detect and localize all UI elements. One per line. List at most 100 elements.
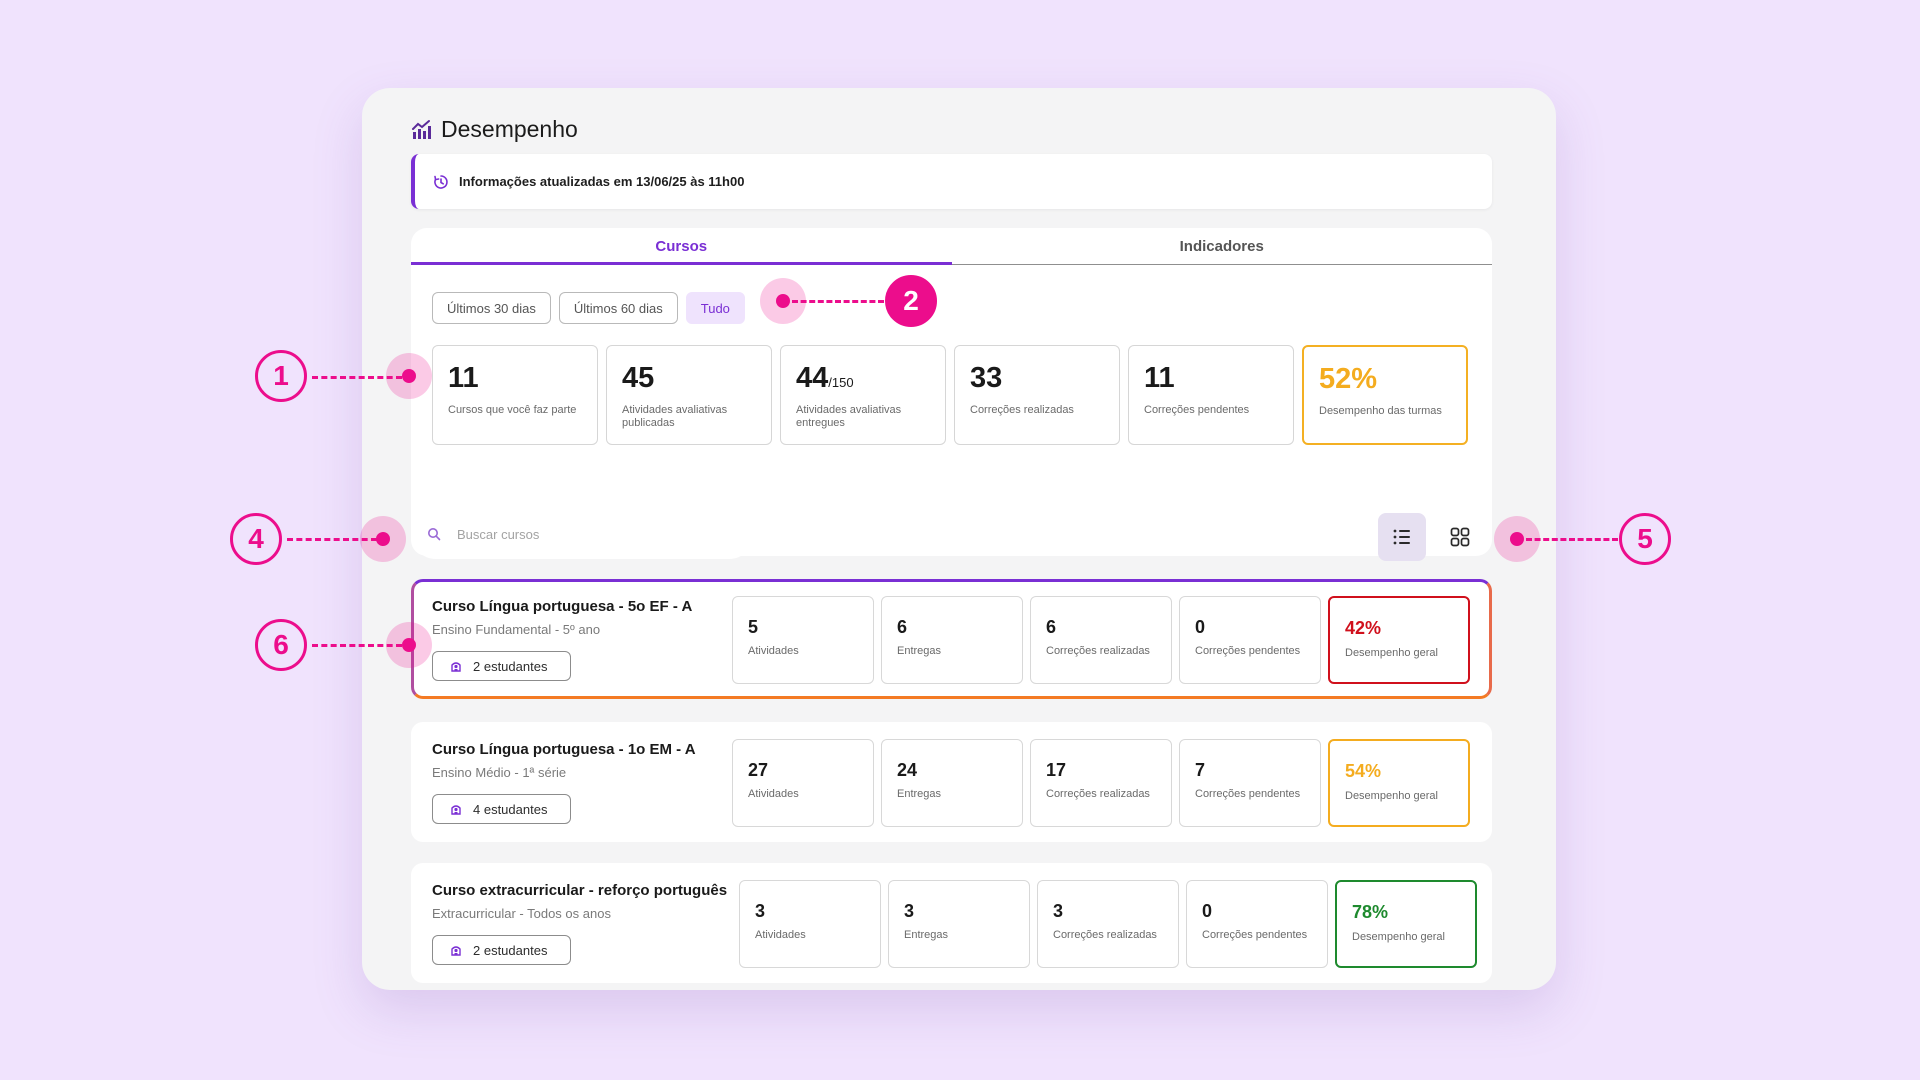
stat-value: 44/150 xyxy=(796,362,930,400)
metric-correcoes-realizadas: 17 Correções realizadas xyxy=(1030,739,1172,827)
metric-entregas: 3 Entregas xyxy=(888,880,1030,968)
metric-value: 6 xyxy=(897,617,908,637)
metric-value: 0 xyxy=(1195,617,1206,637)
metric-value: 24 xyxy=(897,760,918,780)
metric-desempenho: 78% Desempenho geral xyxy=(1335,880,1477,968)
metric-label: Desempenho geral xyxy=(1352,931,1445,943)
callout-2-dot xyxy=(776,294,790,308)
metric-desempenho: 54% Desempenho geral xyxy=(1328,739,1470,827)
callout-1-badge: 1 xyxy=(255,350,307,402)
stat-value: 33 xyxy=(970,362,1003,394)
search-input[interactable] xyxy=(457,526,727,542)
stat-corrections-pending: 11 Correções pendentes xyxy=(1128,345,1294,445)
stat-label: Correções pendentes xyxy=(1144,404,1250,416)
stat-label: Atividades avaliativas publicadas xyxy=(622,404,728,429)
search-icon xyxy=(428,528,441,541)
metric-value: 54% xyxy=(1345,761,1382,781)
chart-icon xyxy=(412,120,431,139)
metric-atividades: 5 Atividades xyxy=(732,596,874,684)
callout-5-badge: 5 xyxy=(1619,513,1671,565)
stat-published: 45 Atividades avaliativas publicadas xyxy=(606,345,772,445)
metric-entregas: 24 Entregas xyxy=(881,739,1023,827)
students-icon xyxy=(451,805,461,815)
stat-label: Cursos que você faz parte xyxy=(448,404,577,416)
course-metrics: 5 Atividades 6 Entregas 6 Correções real… xyxy=(732,596,1470,684)
course-info: Curso Língua portuguesa - 5o EF - A Ensi… xyxy=(432,597,692,681)
filter-60-days[interactable]: Últimos 60 dias xyxy=(558,292,678,324)
metric-label: Atividades xyxy=(755,929,806,941)
summary-stats: 11 Cursos que você faz parte 45 Atividad… xyxy=(432,345,1468,445)
callout-5-dot xyxy=(1510,532,1524,546)
stat-courses: 11 Cursos que você faz parte xyxy=(432,345,598,445)
course-name: Curso Língua portuguesa - 5o EF - A xyxy=(432,598,693,615)
metric-value: 42% xyxy=(1345,618,1382,638)
callout-5-line xyxy=(1526,538,1618,541)
metric-atividades: 27 Atividades xyxy=(732,739,874,827)
metric-value: 78% xyxy=(1352,902,1389,922)
metric-label: Correções pendentes xyxy=(1195,645,1301,657)
clock-refresh-icon xyxy=(434,174,448,189)
metric-label: Correções pendentes xyxy=(1195,788,1301,800)
metric-label: Correções pendentes xyxy=(1202,929,1308,941)
page-title: Desempenho xyxy=(441,115,578,142)
course-card[interactable]: Curso Língua portuguesa - 5o EF - A Ensi… xyxy=(411,579,1492,699)
stat-label: Desempenho das turmas xyxy=(1319,405,1442,417)
metric-value: 27 xyxy=(748,760,769,780)
period-filters: Últimos 30 dias Últimos 60 dias Tudo xyxy=(432,292,745,324)
metric-label: Entregas xyxy=(897,645,942,657)
students-badge[interactable]: 2 estudantes xyxy=(432,651,571,681)
list-view-button[interactable] xyxy=(1378,513,1426,561)
metric-label: Entregas xyxy=(904,929,949,941)
grid-icon xyxy=(1450,527,1470,547)
metric-value: 17 xyxy=(1046,760,1067,780)
tab-cursos[interactable]: Cursos xyxy=(411,228,952,265)
metric-value: 3 xyxy=(904,901,915,921)
stat-value: 52% xyxy=(1319,363,1378,395)
callout-2-badge: 2 xyxy=(885,275,937,327)
tab-indicadores[interactable]: Indicadores xyxy=(1179,238,1264,255)
metric-value: 0 xyxy=(1202,901,1213,921)
course-info: Curso extracurricular - reforço portuguê… xyxy=(432,881,727,965)
course-subtitle: Ensino Fundamental - 5º ano xyxy=(432,622,601,637)
page-header: Desempenho xyxy=(411,106,578,152)
callout-1-line xyxy=(312,376,402,379)
filter-all[interactable]: Tudo xyxy=(685,292,745,324)
callout-4-line xyxy=(287,538,377,541)
course-subtitle: Ensino Médio - 1ª série xyxy=(432,765,567,780)
stat-value: 11 xyxy=(1144,362,1175,394)
students-icon xyxy=(451,662,461,672)
callout-6-badge: 6 xyxy=(255,619,307,671)
callout-4-dot xyxy=(376,532,390,546)
course-name: Curso extracurricular - reforço portuguê… xyxy=(432,882,728,899)
metric-entregas: 6 Entregas xyxy=(881,596,1023,684)
grid-view-button[interactable] xyxy=(1436,513,1484,561)
metric-label: Atividades xyxy=(748,645,799,657)
metric-desempenho: 42% Desempenho geral xyxy=(1328,596,1470,684)
metric-label: Desempenho geral xyxy=(1345,790,1438,802)
course-metrics: 27 Atividades 24 Entregas 17 Correções r… xyxy=(732,739,1470,827)
stat-value-number: 44 xyxy=(796,362,829,394)
callout-1-dot xyxy=(402,369,416,383)
callout-4-badge: 4 xyxy=(230,513,282,565)
course-metrics: 3 Atividades 3 Entregas 3 Correções real… xyxy=(739,880,1477,968)
metric-label: Entregas xyxy=(897,788,942,800)
course-card[interactable]: Curso Língua portuguesa - 1o EM - A Ensi… xyxy=(411,722,1492,842)
students-count: 4 estudantes xyxy=(473,801,548,817)
students-badge[interactable]: 4 estudantes xyxy=(432,794,571,824)
students-count: 2 estudantes xyxy=(473,658,548,674)
students-badge[interactable]: 2 estudantes xyxy=(432,935,571,965)
callout-2-line xyxy=(792,300,884,303)
students-icon xyxy=(451,946,461,956)
summary-card: Cursos Indicadores Últimos 30 dias Últim… xyxy=(411,228,1492,556)
stat-class-performance: 52% Desempenho das turmas xyxy=(1302,345,1468,445)
performance-panel: Desempenho Informações atualizadas em 13… xyxy=(362,88,1556,990)
filter-30-days[interactable]: Últimos 30 dias xyxy=(432,292,551,324)
course-name: Curso Língua portuguesa - 1o EM - A xyxy=(432,741,696,758)
callout-6-dot xyxy=(402,638,416,652)
course-card[interactable]: Curso extracurricular - reforço portuguê… xyxy=(411,863,1492,983)
stat-delivered: 44/150 Atividades avaliativas entregues xyxy=(780,345,946,445)
metric-value: 3 xyxy=(1053,901,1064,921)
stat-value: 45 xyxy=(622,362,655,394)
metric-correcoes-pendentes: 7 Correções pendentes xyxy=(1179,739,1321,827)
list-icon xyxy=(1393,529,1410,545)
